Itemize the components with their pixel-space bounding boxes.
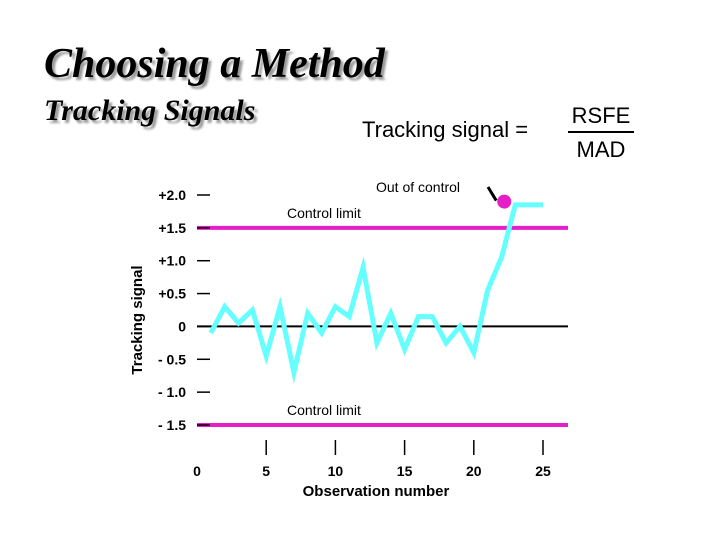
chart-labels: Out of control Control limit Control limit [287,179,498,418]
y-axis-title: Tracking signal [129,265,146,374]
formula-denominator: MAD [576,137,626,162]
x-axis-title: Observation number [303,483,450,500]
y-tick-label: +2.0 [158,187,186,203]
y-tick-label: 0 [178,318,186,334]
out-of-control-point [497,194,512,209]
x-tick-label: 15 [397,463,413,479]
annotation-pointer [486,186,498,202]
y-tick-label: - 0.5 [158,351,186,367]
slide-subtitle: Tracking Signals [44,94,256,127]
control-limits [197,225,568,427]
series [208,194,543,384]
series-line [208,202,543,384]
y-tick-label: +1.5 [158,220,186,236]
control-limit-label-upper: Control limit [287,205,361,221]
x-tick-label: 20 [466,463,482,479]
y-tick-label: +1.0 [158,253,186,269]
control-limit-label-lower: Control limit [287,402,361,418]
out-of-control-label: Out of control [376,179,460,195]
x-tick-label: 10 [328,463,344,479]
x-tick-label: 0 [193,463,201,479]
y-tick-label: - 1.5 [158,417,186,433]
y-tick-label: +0.5 [158,286,186,302]
y-tick-label: - 1.0 [158,384,186,400]
formula-fraction: RSFE MAD [568,103,634,163]
chart-axes: +2.0 +1.5 +1.0 +0.5 0 - 0.5 - 1.0 - 1.5 0 5 10 15 20… [129,187,568,500]
x-tick-label: 25 [535,463,551,479]
slide-title: Choosing a Method [44,41,385,87]
formula-label: Tracking signal = [362,117,529,142]
formula-numerator: RSFE [571,103,631,128]
x-tick-label: 5 [262,463,270,479]
fraction-bar [568,131,634,133]
